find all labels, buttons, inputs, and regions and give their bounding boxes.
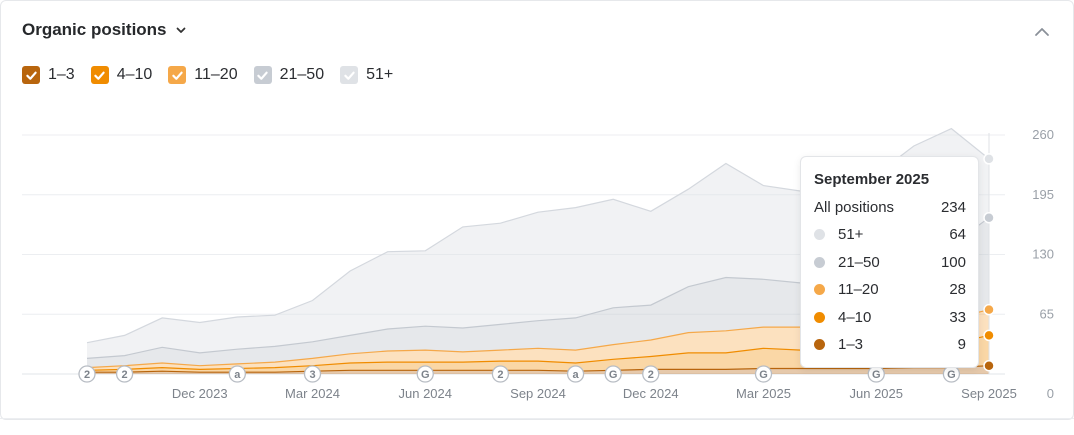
tooltip-row-11-20: 11–20 28 (814, 279, 966, 299)
hover-point-0 (983, 359, 995, 372)
annotation-marker-label: G (872, 369, 881, 381)
chevron-down-icon (176, 27, 185, 33)
annotation-marker-label: 2 (84, 369, 90, 381)
annotation-marker[interactable] (491, 365, 510, 383)
hover-point-1 (983, 329, 995, 342)
organic-positions-dropdown[interactable]: Organic positions (22, 20, 187, 40)
legend-item-11-20[interactable]: 11–20 (168, 66, 238, 84)
hover-point-4 (983, 153, 995, 165)
legend-label: 4–10 (116, 66, 153, 83)
legend-item-1-3[interactable]: 1–3 (22, 66, 75, 84)
checkbox-4-10[interactable] (90, 66, 109, 84)
divider (0, 418, 1074, 419)
annotation-marker[interactable] (566, 365, 585, 383)
legend-label: 1–3 (48, 66, 75, 83)
tooltip-total-label: All positions (814, 198, 895, 216)
tooltip-row-value: 28 (949, 280, 966, 298)
tooltip-row-1-3: 1–3 9 (814, 334, 966, 354)
tooltip-row-21-50: 21–50 100 (814, 252, 966, 272)
x-tick-label: Mar 2024 (285, 386, 340, 401)
tooltip-row-label: 21–50 (838, 253, 880, 271)
annotation-marker-label: a (234, 369, 241, 381)
y-tick-label: 65 (1040, 306, 1054, 321)
checkbox-21-50[interactable] (253, 66, 272, 84)
annotation-marker[interactable] (228, 365, 246, 383)
x-tick-label: Sep 2025 (961, 386, 1017, 401)
hover-point-2 (983, 303, 995, 316)
annotation-marker-label: a (573, 369, 580, 381)
series-dot (814, 256, 825, 268)
legend-item-21-50[interactable]: 21–50 (253, 66, 325, 84)
x-tick-label: Jun 2025 (850, 386, 904, 401)
chart-tooltip: September 2025 All positions 234 51+ 64 … (800, 156, 979, 368)
series-dot (814, 283, 825, 295)
tooltip-row-51-plus: 51+ 64 (814, 224, 966, 244)
legend-label: 21–50 (279, 66, 325, 83)
tooltip-row-label: 1–3 (838, 335, 864, 353)
tooltip-row-4-10: 4–10 33 (814, 307, 966, 327)
annotation-marker[interactable] (642, 365, 660, 383)
tooltip-row-value: 64 (949, 225, 966, 243)
x-tick-label: Dec 2024 (623, 386, 679, 401)
annotation-marker[interactable] (303, 365, 322, 383)
annotation-marker-label: 2 (648, 369, 654, 381)
checkbox-51-plus[interactable] (340, 66, 359, 84)
x-tick-label: Mar 2025 (736, 386, 791, 401)
legend-item-4-10[interactable]: 4–10 (90, 66, 153, 84)
annotation-marker[interactable] (604, 365, 622, 383)
x-tick-label: Sep 2024 (510, 386, 566, 401)
y-tick-label: 0 (1047, 386, 1054, 401)
tooltip-row-label: 51+ (838, 225, 864, 243)
tooltip-total-row: All positions 234 (814, 197, 966, 217)
tooltip-total-value: 234 (940, 198, 966, 216)
y-tick-label: 195 (1032, 187, 1054, 202)
x-tick-label: Jun 2024 (399, 386, 453, 401)
hover-point-3 (983, 211, 995, 224)
tooltip-row-value: 100 (940, 253, 966, 271)
legend-item-51-plus[interactable]: 51+ (340, 66, 393, 84)
series-dot (814, 338, 825, 350)
y-tick-label: 130 (1032, 247, 1054, 262)
legend: 1–3 4–10 11–20 21–50 51+ (22, 66, 393, 84)
annotation-marker-label: G (947, 369, 956, 381)
annotation-marker-label: 2 (122, 369, 128, 381)
checkbox-11-20[interactable] (168, 66, 187, 84)
y-tick-label: 260 (1032, 127, 1054, 142)
tooltip-row-value: 9 (957, 335, 966, 353)
series-dot (814, 311, 825, 323)
panel-title: Organic positions (22, 20, 167, 39)
collapse-chevron-up-icon[interactable] (1032, 22, 1052, 42)
tooltip-row-label: 4–10 (838, 308, 872, 326)
annotation-marker-label: G (759, 369, 768, 381)
annotation-marker-label: G (609, 369, 618, 381)
legend-label: 11–20 (194, 66, 238, 83)
series-dot (814, 228, 825, 240)
tooltip-row-label: 11–20 (838, 280, 879, 298)
x-tick-label: Dec 2023 (172, 386, 228, 401)
checkbox-1-3[interactable] (22, 66, 40, 84)
series-area-1 (87, 335, 989, 373)
annotation-marker-label: 2 (497, 369, 503, 381)
annotation-marker[interactable] (754, 365, 773, 383)
annotation-marker-label: 3 (309, 369, 315, 381)
tooltip-title: September 2025 (814, 171, 930, 188)
tooltip-row-value: 33 (949, 308, 966, 326)
annotation-marker[interactable] (115, 365, 134, 383)
annotation-marker[interactable] (416, 365, 434, 383)
legend-label: 51+ (366, 66, 394, 83)
annotation-marker[interactable] (78, 365, 96, 383)
annotation-marker-label: G (421, 369, 430, 381)
